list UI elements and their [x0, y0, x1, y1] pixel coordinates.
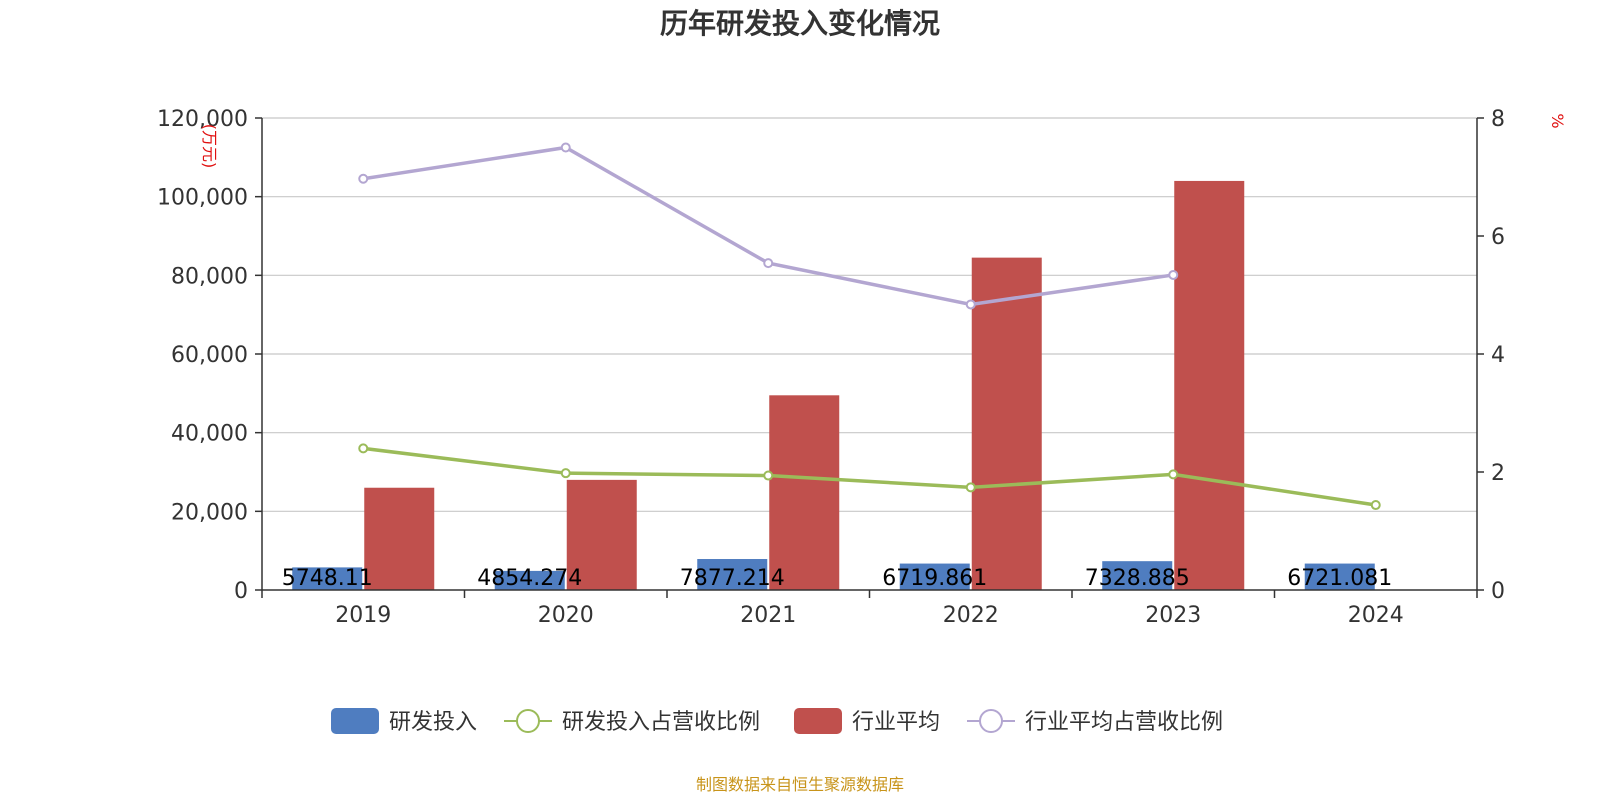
x-tick-label: 2020 — [538, 603, 594, 628]
axes: 0 20,000 40,000 60,000 80,000 100,000 120,000 0… — [157, 107, 1505, 628]
bar-industry — [769, 395, 840, 590]
legend-label: 研发投入 — [389, 710, 477, 735]
y-left-tick-label: 0 — [234, 579, 248, 604]
line-point — [965, 482, 976, 493]
legend-label: 行业平均 — [852, 710, 940, 735]
line-point — [1168, 269, 1179, 280]
legend-label: 行业平均占营收比例 — [1025, 710, 1223, 735]
y-left-tick-label: 20,000 — [171, 500, 248, 525]
y-right-tick-label: 8 — [1491, 107, 1505, 132]
line-point — [358, 173, 369, 184]
bar-rd — [292, 567, 363, 590]
bar-rd — [899, 563, 970, 590]
line-point — [1370, 500, 1381, 511]
bars — [292, 180, 1375, 590]
y-right-tick-label: 0 — [1491, 579, 1505, 604]
x-tick-label: 2023 — [1145, 603, 1201, 628]
legend-swatch-marker — [979, 709, 1003, 733]
bar-value-label: 6721.081 — [1287, 566, 1392, 591]
legend: 研发投入 研发投入占营收比例 行业平均 行业平均占营收比例 — [331, 708, 1223, 735]
y-left-tick-label: 60,000 — [171, 343, 248, 368]
bar-rd — [494, 570, 565, 590]
x-tick-label: 2024 — [1348, 603, 1404, 628]
x-tick-label: 2019 — [335, 603, 391, 628]
line-point — [965, 299, 976, 310]
bar-labels: 5748.11 4854.274 7877.214 6719.861 7328.885 6… — [282, 566, 1392, 591]
source-note: 制图数据来自恒生聚源数据库 — [696, 775, 904, 794]
bar-rd — [1304, 563, 1375, 590]
y-right-unit: % — [1548, 113, 1567, 128]
legend-label: 研发投入占营收比例 — [562, 710, 760, 735]
line-point — [763, 258, 774, 269]
y-left-tick-label: 120,000 — [157, 107, 248, 132]
line-point — [560, 468, 571, 479]
grid — [262, 117, 1477, 512]
chart-title: 历年研发投入变化情况 — [660, 7, 940, 40]
lines — [358, 142, 1381, 511]
bar-rd — [1102, 561, 1173, 590]
y-right-tick-label: 6 — [1491, 225, 1505, 250]
bar-industry — [1174, 180, 1245, 590]
y-right-tick-label: 4 — [1491, 343, 1505, 368]
legend-swatch-marker — [516, 709, 540, 733]
bar-value-label: 7877.214 — [680, 566, 785, 591]
y-left-unit: (万元) — [200, 124, 219, 169]
legend-swatch-bar — [331, 708, 379, 734]
line-point — [763, 470, 774, 481]
legend-swatch-bar — [794, 708, 842, 734]
bar-industry — [566, 479, 637, 590]
y-right-tick-label: 2 — [1491, 461, 1505, 486]
y-left-tick-label: 100,000 — [157, 186, 248, 211]
x-tick-label: 2021 — [740, 603, 796, 628]
y-left-tick-label: 40,000 — [171, 422, 248, 447]
bar-value-label: 7328.885 — [1085, 566, 1190, 591]
bar-industry — [971, 257, 1042, 590]
series-line-rd-ratio — [363, 446, 1377, 507]
series-line-industry-ratio — [362, 145, 1174, 307]
line-point — [560, 142, 571, 153]
bar-value-label: 4854.274 — [477, 566, 582, 591]
bar-rd — [697, 559, 768, 590]
line-point — [358, 443, 369, 454]
y-left-tick-label: 80,000 — [171, 264, 248, 289]
bar-value-label: 5748.11 — [282, 566, 373, 591]
bar-industry — [364, 487, 435, 590]
x-tick-label: 2022 — [943, 603, 999, 628]
bar-value-label: 6719.861 — [882, 566, 987, 591]
line-point — [1168, 469, 1179, 480]
